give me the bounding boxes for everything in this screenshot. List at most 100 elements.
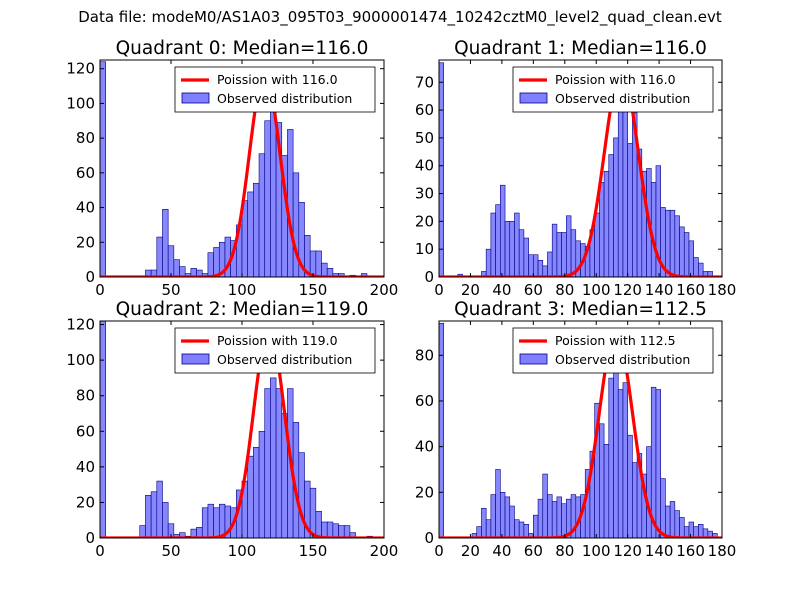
quadrant-title: Quadrant 1: Median=116.0: [454, 38, 707, 59]
histogram-bar: [688, 521, 695, 538]
legend-box: [512, 327, 714, 374]
histogram-bar: [100, 321, 106, 538]
x-tick-label: 120: [613, 281, 642, 299]
x-tick-label: 80: [555, 542, 574, 560]
histogram-bar: [509, 221, 515, 277]
histogram-bar: [533, 254, 539, 277]
histogram-bar: [627, 143, 633, 277]
legend-bar-label: Observed distribution: [217, 91, 352, 106]
y-tick-label: 60: [76, 164, 95, 182]
legend-bar-label: Observed distribution: [217, 352, 352, 367]
legend-bar-swatch: [519, 92, 548, 104]
histogram-bar: [495, 204, 501, 277]
histogram-bar: [518, 229, 525, 277]
histogram-bar: [665, 209, 671, 277]
x-tick-label: 0: [434, 542, 444, 560]
y-tick-label: 0: [424, 268, 434, 286]
histogram-bar: [150, 491, 158, 538]
x-tick-label: 150: [299, 542, 328, 560]
y-tick-label: 60: [415, 101, 434, 119]
histogram-bar: [537, 498, 544, 538]
quadrant-2-plot: 0 50 100 150 200 0 20 40 60 80 100 120 Quadrant 2: M…: [66, 299, 398, 560]
histogram-bar: [332, 523, 339, 538]
legend: Poission with 112.5 Observed distribution: [512, 327, 714, 374]
histogram-bar: [485, 248, 492, 277]
y-tick-label: 0: [85, 529, 95, 547]
histogram-bar: [617, 389, 624, 538]
x-tick-label: 50: [161, 281, 180, 299]
x-tick-label: 0: [95, 542, 105, 560]
x-tick-label: 180: [708, 542, 737, 560]
histogram-bar: [679, 226, 685, 277]
y-tick-label: 40: [76, 458, 95, 476]
histogram-bar: [547, 494, 553, 538]
histogram-bar: [599, 423, 605, 538]
x-tick-label: 160: [676, 542, 705, 560]
histogram-bar: [495, 469, 501, 538]
histogram-bar: [693, 526, 699, 538]
histogram-bar: [321, 262, 328, 277]
histogram-bar: [528, 254, 534, 277]
histogram-bar: [514, 519, 520, 538]
histogram-bar: [537, 260, 544, 277]
y-tick-label: 50: [415, 129, 434, 147]
histogram-bar: [360, 273, 368, 277]
x-tick-label: 0: [434, 281, 444, 299]
y-tick-label: 40: [76, 199, 95, 217]
x-tick-label: 100: [228, 281, 257, 299]
x-tick-label: 50: [161, 542, 180, 560]
y-tick-label: 80: [415, 346, 434, 364]
legend-box: [174, 66, 376, 113]
histogram-bar: [518, 521, 525, 538]
quadrant-title: Quadrant 2: Median=119.0: [116, 299, 369, 320]
histogram-bar: [179, 532, 186, 538]
histogram-bar: [343, 525, 351, 538]
x-tick-label: 20: [461, 542, 480, 560]
histogram-bar: [207, 252, 214, 277]
histogram-bar: [287, 129, 294, 277]
histogram-bar: [338, 525, 345, 538]
x-tick-label: 120: [613, 542, 642, 560]
quadrant-2-histogram: [100, 321, 373, 538]
y-tick-label: 80: [76, 387, 95, 405]
histogram-bar: [270, 377, 277, 538]
histogram-bar: [693, 257, 699, 277]
y-tick-label: 20: [76, 493, 95, 511]
legend-bar-swatch: [519, 353, 548, 365]
histogram-bar: [514, 212, 520, 277]
histogram-bar: [669, 209, 676, 277]
poisson-curve: [439, 69, 722, 277]
histogram-bar: [674, 215, 680, 277]
histogram-bar: [594, 212, 600, 277]
histogram-bar: [542, 265, 548, 277]
x-tick-label: 200: [370, 281, 399, 299]
histogram-bar: [167, 245, 175, 277]
histogram-bar: [139, 525, 146, 538]
histogram-bar: [688, 240, 695, 277]
histogram-bar: [201, 507, 209, 538]
legend-box: [512, 66, 714, 113]
histogram-bar: [500, 184, 506, 277]
axes-frame: [438, 320, 723, 539]
x-tick-label: 160: [676, 281, 705, 299]
histogram-bar: [679, 517, 685, 538]
axes-frame: [438, 59, 723, 278]
histogram-bar: [321, 521, 328, 538]
legend-line-label: Poission with 119.0: [217, 333, 338, 348]
histogram-bar: [173, 259, 180, 277]
histogram-bar: [490, 494, 496, 538]
legend-bar-swatch: [181, 92, 210, 104]
histogram-bar: [490, 212, 496, 277]
histogram-bar: [712, 533, 718, 538]
histogram-bar: [485, 519, 492, 538]
histogram-bar: [247, 191, 254, 277]
histogram-bar: [665, 505, 671, 538]
histogram-bar: [162, 208, 169, 277]
histogram-bar: [622, 95, 628, 277]
histogram-bar: [523, 237, 529, 277]
histogram-bar: [500, 492, 506, 538]
histogram-bar: [275, 388, 283, 538]
histogram-bar: [509, 505, 515, 538]
histogram-bar: [207, 503, 214, 538]
y-tick-label: 70: [415, 73, 434, 91]
